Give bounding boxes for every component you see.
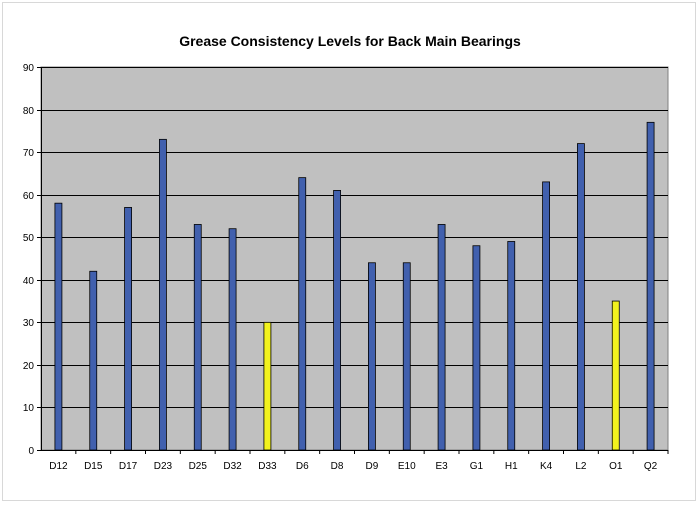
plot-area [40, 66, 669, 451]
bar-d9 [368, 262, 376, 451]
bar-k4 [542, 181, 550, 451]
bar-d23 [159, 138, 167, 451]
y-tick-label: 70 [23, 148, 35, 159]
bar-d17 [124, 207, 132, 451]
x-tick-label: D25 [189, 461, 208, 472]
x-tick-label: D15 [84, 461, 103, 472]
y-tick-label: 90 [23, 63, 35, 74]
x-tick-label: G1 [470, 461, 484, 472]
x-tick-label: D32 [223, 461, 242, 472]
y-tick-label: 0 [28, 446, 34, 457]
bar-g1 [472, 245, 481, 451]
y-tick-label: 10 [23, 403, 35, 414]
chart-title: Grease Consistency Levels for Back Main … [179, 33, 521, 49]
bars [54, 121, 655, 451]
y-tick-label: 80 [23, 106, 35, 117]
bar-l2 [577, 143, 585, 451]
x-tick-label: D9 [366, 461, 379, 472]
x-axis: D12 D15 D17 D23 D25 D32 D33 D6 D8 D9 E10 E3 G1 H1 K4 L2… [41, 450, 669, 472]
x-tick-label: D17 [119, 461, 138, 472]
bar-d32 [228, 228, 237, 451]
gridlines [41, 67, 668, 408]
x-tick-label: O1 [609, 461, 623, 472]
bar-d8 [333, 190, 341, 451]
x-tick-label: D23 [154, 461, 173, 472]
y-axis: 0 10 20 30 40 50 60 70 80 90 [23, 63, 42, 457]
bar-d25 [193, 224, 202, 451]
x-tick-label: H1 [505, 461, 518, 472]
y-tick-label: 30 [23, 318, 35, 329]
bar-o1 [611, 300, 620, 451]
bar-d15 [89, 270, 98, 451]
bar-e10 [402, 262, 411, 451]
bar-h1 [507, 241, 516, 451]
y-tick-label: 60 [23, 191, 35, 202]
x-tick-label: Q2 [644, 461, 658, 472]
y-tick-label: 20 [23, 361, 35, 372]
x-tick-label: E3 [435, 461, 448, 472]
x-tick-label: K4 [540, 461, 553, 472]
y-tick-label: 50 [23, 233, 35, 244]
bar-d6 [298, 177, 307, 451]
bar-q2 [646, 121, 655, 451]
x-tick-label: L2 [575, 461, 587, 472]
x-tick-label: D12 [49, 461, 68, 472]
y-tick-label: 40 [23, 276, 35, 287]
x-tick-label: E10 [398, 461, 416, 472]
bar-e3 [437, 224, 446, 451]
x-tick-label: D6 [296, 461, 309, 472]
bar-d33 [263, 321, 272, 451]
x-tick-label: D33 [258, 461, 277, 472]
x-tick-label: D8 [331, 461, 344, 472]
bar-d12 [54, 202, 63, 451]
